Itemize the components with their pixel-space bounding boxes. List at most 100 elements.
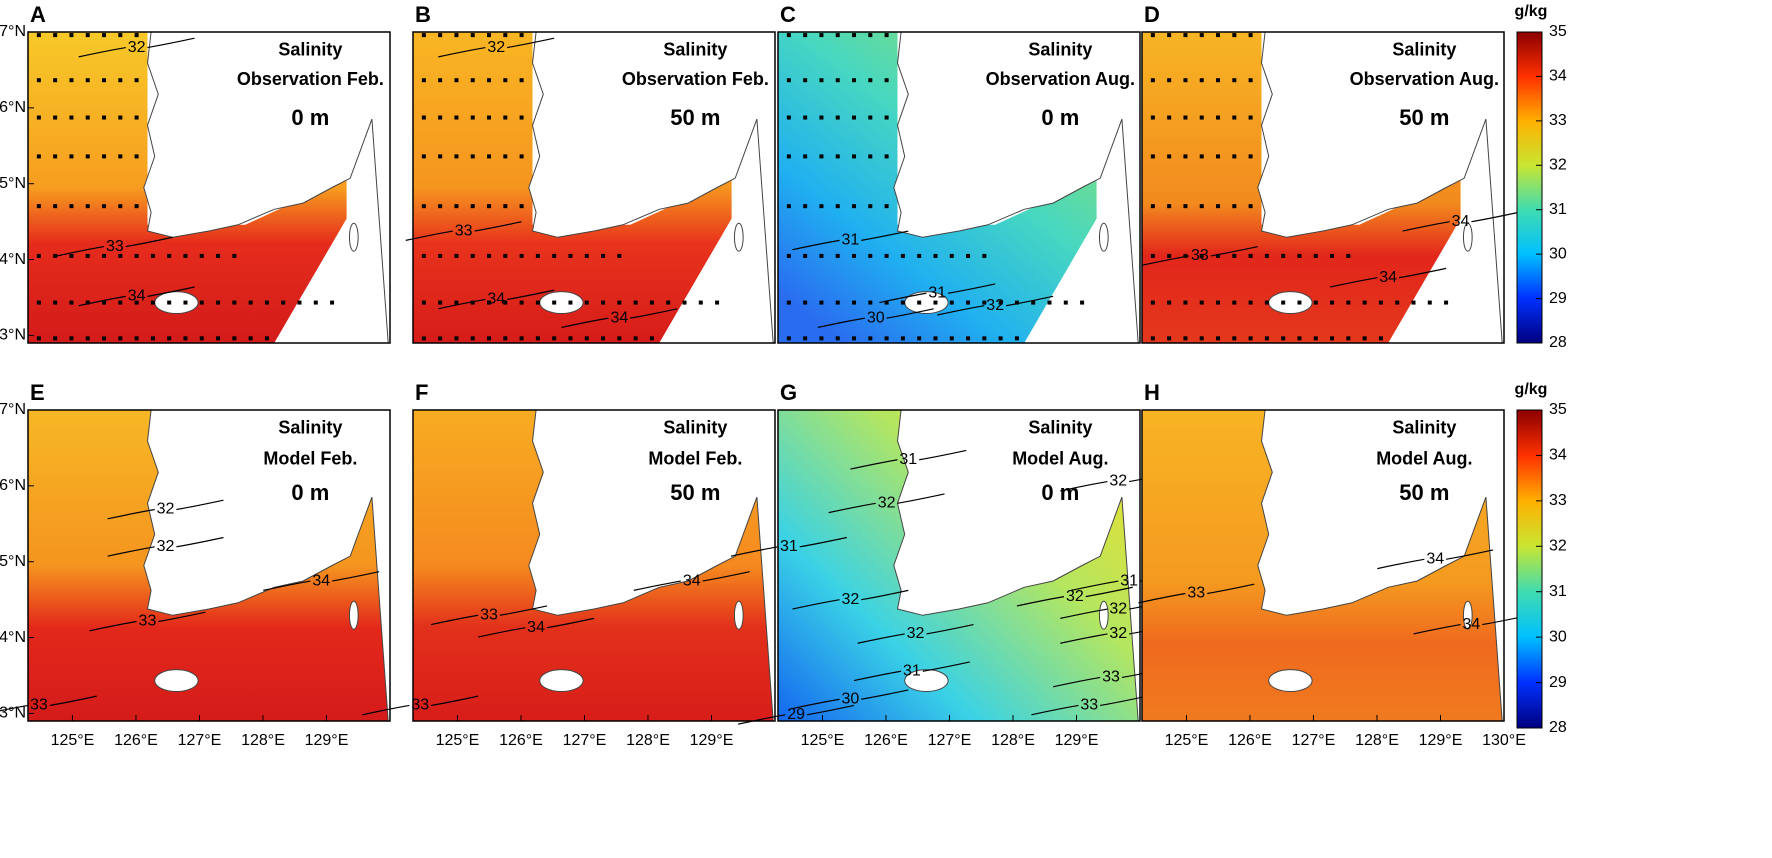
station <box>470 204 475 209</box>
contour-line <box>107 499 224 520</box>
y-tick-label: 34°N <box>0 251 26 268</box>
station <box>852 253 857 258</box>
station <box>852 78 857 83</box>
contour-line <box>1138 583 1255 604</box>
contour-line <box>853 661 970 682</box>
station <box>884 336 889 341</box>
station <box>248 300 253 305</box>
station <box>102 115 107 120</box>
y-tick-label: 35°N <box>0 553 26 570</box>
station <box>617 336 622 341</box>
station <box>503 300 508 305</box>
station <box>53 154 58 159</box>
salinity-field <box>778 32 1097 343</box>
tsushima-island <box>1462 600 1473 630</box>
station <box>966 336 971 341</box>
station <box>421 336 426 341</box>
panel-letter: A <box>30 2 46 27</box>
station <box>884 154 889 159</box>
station <box>438 33 443 38</box>
station <box>803 253 808 258</box>
contour-label: 33 <box>30 697 48 714</box>
x-tick-label: 129°E <box>305 732 349 749</box>
station <box>1264 300 1269 305</box>
contour-label: 31 <box>1120 572 1138 589</box>
station <box>649 300 654 305</box>
station <box>487 33 492 38</box>
station <box>868 336 873 341</box>
panel-depth: 50 m <box>670 480 720 505</box>
station <box>1216 253 1221 258</box>
x-tick-label: 125°E <box>51 732 95 749</box>
contour-label: 32 <box>157 501 175 518</box>
station <box>36 204 41 209</box>
contour-label: 32 <box>1109 625 1127 642</box>
panel-subtitle: Model Aug. <box>1376 449 1472 469</box>
station <box>900 253 905 258</box>
station <box>421 33 426 38</box>
station <box>118 33 123 38</box>
contour-line <box>1402 211 1519 232</box>
station <box>69 336 74 341</box>
contour-label: 33 <box>411 697 429 714</box>
station <box>1378 300 1383 305</box>
x-tick-label: 129°E <box>1055 732 1099 749</box>
colorbar-tick-label: 34 <box>1549 68 1567 85</box>
panel-subtitle: Observation Feb. <box>622 69 769 89</box>
jeju-island <box>154 669 199 692</box>
station <box>819 300 824 305</box>
station <box>85 336 90 341</box>
panel-depth: 0 m <box>1041 480 1079 505</box>
station <box>1080 300 1085 305</box>
contour-line <box>1016 586 1133 607</box>
station <box>421 78 426 83</box>
station <box>819 33 824 38</box>
y-tick-label: 36°N <box>0 99 26 116</box>
station <box>150 336 155 341</box>
station <box>53 336 58 341</box>
station <box>503 33 508 38</box>
panel-letter: B <box>415 2 431 27</box>
station <box>36 115 41 120</box>
panel-frame <box>27 409 391 722</box>
station <box>118 115 123 120</box>
contour-label: 34 <box>487 291 505 308</box>
station <box>248 336 253 341</box>
panel-frame <box>777 31 1141 344</box>
panel-letter: F <box>415 380 428 405</box>
station <box>1248 78 1253 83</box>
station <box>1248 115 1253 120</box>
station <box>330 300 335 305</box>
station <box>53 115 58 120</box>
station <box>150 300 155 305</box>
contour-line <box>89 611 206 632</box>
map-panel: 33 34 34 D Salinity Observation Aug. 50 m <box>1141 2 1519 344</box>
station <box>36 33 41 38</box>
contour-label: 34 <box>1452 213 1470 230</box>
map-panel: 34 33 34 33 F Salinity Model Feb. 50 m 125°E 126°… <box>362 380 776 749</box>
station <box>1167 33 1172 38</box>
station <box>1167 204 1172 209</box>
contour-label: 34 <box>527 619 545 636</box>
panel-letter: E <box>30 380 45 405</box>
contour-label: 32 <box>1109 473 1127 490</box>
station <box>786 336 791 341</box>
station <box>1232 33 1237 38</box>
station <box>835 204 840 209</box>
tsushima-island <box>733 600 744 630</box>
station <box>519 115 524 120</box>
station <box>1313 253 1318 258</box>
station <box>519 300 524 305</box>
contour-label: 31 <box>780 538 798 555</box>
tsushima-island <box>348 600 359 630</box>
station <box>199 336 204 341</box>
station <box>884 300 889 305</box>
x-tick-label: 125°E <box>1165 732 1209 749</box>
station <box>1313 300 1318 305</box>
colorbar-tick-label: 33 <box>1549 492 1567 509</box>
station <box>1346 300 1351 305</box>
station <box>819 204 824 209</box>
station <box>633 336 638 341</box>
station <box>1199 204 1204 209</box>
panel-depth: 0 m <box>291 105 329 130</box>
